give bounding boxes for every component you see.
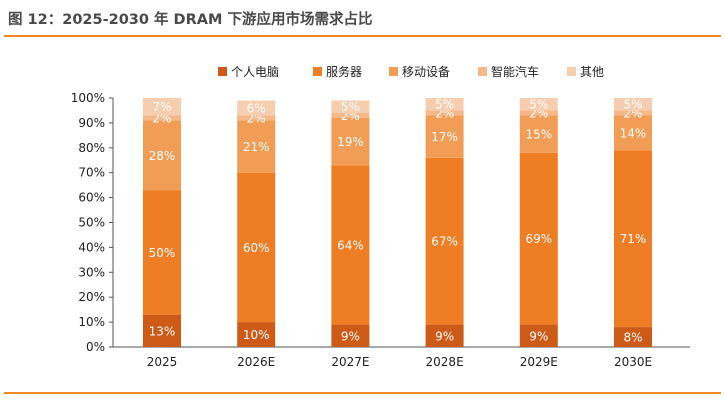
- bar-segment: [614, 110, 652, 116]
- data-label: 8%: [623, 331, 642, 345]
- data-label: 9%: [435, 329, 454, 343]
- legend-swatch: [478, 67, 487, 76]
- data-label: 60%: [243, 241, 270, 255]
- legend-label: 其他: [580, 65, 604, 79]
- x-tick-label: 2027E: [331, 355, 369, 369]
- bar-segment: [425, 98, 464, 111]
- y-tick-label: 10%: [78, 315, 105, 329]
- bar-segment: [614, 98, 652, 111]
- y-tick-label: 100%: [71, 91, 105, 105]
- bar-segment: [614, 150, 652, 328]
- bar-segment: [331, 117, 370, 166]
- bar-segment: [143, 115, 181, 121]
- x-tick-label: 2028E: [426, 355, 464, 369]
- data-label: 15%: [525, 128, 552, 142]
- bar-segment: [614, 115, 652, 151]
- bar-segment: [519, 115, 558, 153]
- bar-segment: [425, 115, 464, 158]
- y-tick-label: 20%: [78, 290, 105, 304]
- bar-segment: [237, 172, 276, 323]
- y-tick-label: 80%: [78, 141, 105, 155]
- legend-label: 智能汽车: [491, 64, 539, 79]
- bar-segment: [143, 314, 181, 347]
- bar-segment: [143, 190, 181, 315]
- x-tick-label: 2026E: [237, 355, 275, 369]
- bar-segment: [237, 120, 276, 173]
- data-label: 71%: [620, 232, 647, 246]
- data-label: 14%: [620, 126, 647, 140]
- bar-segment: [519, 324, 558, 347]
- top-divider: [4, 35, 721, 37]
- bar-segment: [143, 120, 181, 191]
- legend-swatch: [313, 67, 322, 76]
- y-tick-label: 30%: [78, 265, 105, 279]
- data-label: 7%: [152, 100, 171, 114]
- data-label: 19%: [337, 135, 364, 149]
- legend-swatch: [389, 67, 398, 76]
- bar-segment: [237, 322, 276, 347]
- data-label: 6%: [247, 101, 266, 115]
- bar-segment: [331, 112, 370, 118]
- data-label: 5%: [341, 100, 360, 114]
- y-tick-label: 40%: [78, 240, 105, 254]
- legend-swatch: [567, 67, 576, 76]
- legend-label: 移动设备: [402, 65, 450, 79]
- source-note: [8, 397, 308, 405]
- data-label: 28%: [149, 149, 176, 163]
- y-tick-label: 90%: [78, 116, 105, 130]
- data-label: 67%: [431, 235, 458, 249]
- y-tick-label: 60%: [78, 191, 105, 205]
- x-tick-label: 2030E: [614, 355, 652, 369]
- data-label: 9%: [529, 329, 548, 343]
- bar-segment: [143, 98, 181, 116]
- data-label: 5%: [529, 98, 548, 112]
- x-tick-label: 2025: [147, 355, 178, 369]
- legend-label: 服务器: [326, 64, 362, 79]
- x-tick-label: 2029E: [520, 355, 558, 369]
- data-label: 50%: [149, 246, 176, 260]
- bar-segment: [614, 327, 652, 347]
- data-label: 9%: [341, 329, 360, 343]
- data-label: 17%: [431, 130, 458, 144]
- figure-title: 图 12：2025-2030 年 DRAM 下游应用市场需求占比: [8, 12, 373, 28]
- bottom-divider: [4, 392, 721, 394]
- bar-segment: [425, 324, 464, 347]
- data-label: 13%: [149, 324, 176, 338]
- bar-segment: [519, 152, 558, 325]
- bar-segment: [237, 115, 276, 121]
- legend-swatch: [218, 67, 227, 76]
- data-label: 5%: [623, 98, 642, 112]
- y-tick-label: 70%: [78, 166, 105, 180]
- data-label: 64%: [337, 238, 364, 252]
- bar-segment: [331, 100, 370, 113]
- data-label: 21%: [243, 140, 270, 154]
- data-label: 10%: [243, 328, 270, 342]
- y-tick-label: 50%: [78, 216, 105, 230]
- bar-segment: [519, 98, 558, 111]
- data-label: 5%: [435, 98, 454, 112]
- bar-segment: [237, 100, 276, 116]
- y-tick-label: 0%: [86, 340, 105, 354]
- bar-segment: [519, 110, 558, 116]
- bar-segment: [425, 157, 464, 325]
- data-label: 69%: [525, 232, 552, 246]
- legend-label: 个人电脑: [231, 65, 279, 79]
- bar-segment: [331, 324, 370, 347]
- bar-segment: [331, 165, 370, 325]
- bar-segment: [425, 110, 464, 116]
